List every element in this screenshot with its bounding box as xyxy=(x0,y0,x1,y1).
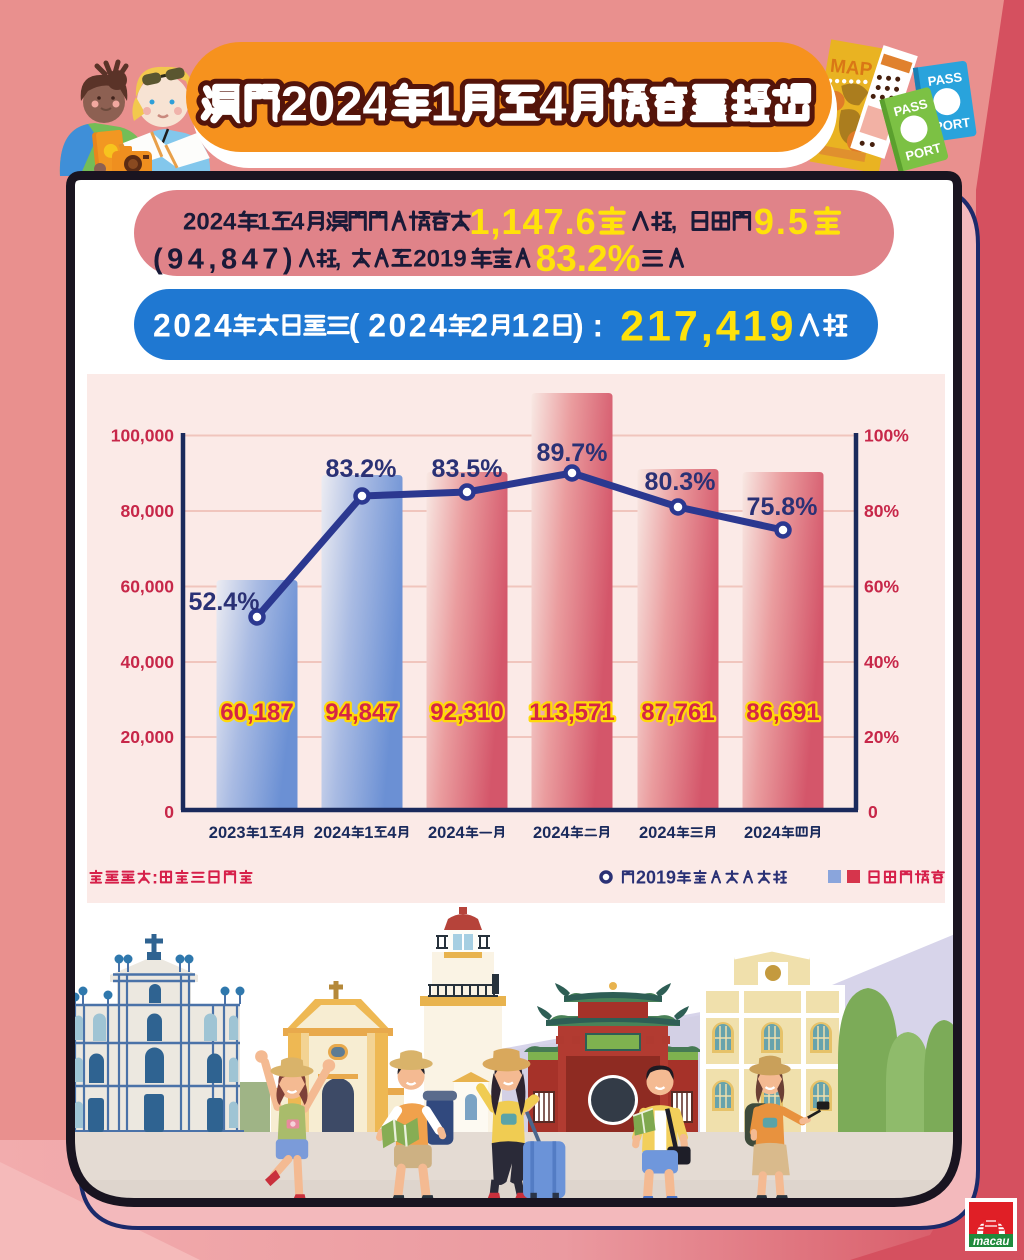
svg-text:86,691: 86,691 xyxy=(746,699,819,726)
svg-text:80.3%: 80.3% xyxy=(645,468,716,496)
svg-text:PASS: PASS xyxy=(927,69,964,89)
svg-text:113,571: 113,571 xyxy=(529,699,614,726)
svg-text:,: , xyxy=(335,246,342,273)
svg-text:1: 1 xyxy=(259,824,268,842)
svg-text:1,147.6: 1,147.6 xyxy=(470,201,597,242)
svg-text:4: 4 xyxy=(291,209,305,236)
svg-text:60%: 60% xyxy=(864,577,899,597)
svg-text:1: 1 xyxy=(364,824,373,842)
svg-text:80%: 80% xyxy=(864,501,899,521)
svg-text:MAP: MAP xyxy=(829,56,874,81)
svg-text:12: 12 xyxy=(512,308,553,344)
svg-text:75.8%: 75.8% xyxy=(747,493,818,521)
svg-text:PORT: PORT xyxy=(933,115,971,135)
svg-text:100,000: 100,000 xyxy=(111,426,175,446)
svg-text::: : xyxy=(152,867,158,887)
svg-text:,: , xyxy=(671,209,678,236)
svg-text:4: 4 xyxy=(282,824,292,842)
svg-text:1: 1 xyxy=(431,78,458,132)
svg-text:2024: 2024 xyxy=(153,308,234,344)
svg-text:83.2%: 83.2% xyxy=(326,455,397,483)
svg-text:2024: 2024 xyxy=(639,824,677,842)
svg-text:2023: 2023 xyxy=(209,824,246,842)
svg-text:87,761: 87,761 xyxy=(641,699,714,726)
svg-text:2019: 2019 xyxy=(636,867,676,887)
svg-text:83.5%: 83.5% xyxy=(432,455,503,483)
svg-text:94,847: 94,847 xyxy=(325,699,398,726)
svg-text:9.5: 9.5 xyxy=(754,201,810,242)
svg-text:2024: 2024 xyxy=(428,824,466,842)
svg-text:52.4%: 52.4% xyxy=(189,588,260,616)
svg-text:2024: 2024 xyxy=(314,824,352,842)
svg-text:(: ( xyxy=(349,308,360,344)
svg-text:40%: 40% xyxy=(864,652,899,672)
svg-text:2024: 2024 xyxy=(533,824,571,842)
svg-text:2024: 2024 xyxy=(744,824,782,842)
svg-text:2: 2 xyxy=(470,308,488,344)
svg-text:80,000: 80,000 xyxy=(120,501,174,521)
svg-text:0: 0 xyxy=(868,802,878,822)
svg-text:40,000: 40,000 xyxy=(120,652,174,672)
svg-text:macau: macau xyxy=(973,1236,1009,1248)
svg-text:(94,847): (94,847) xyxy=(153,243,297,275)
svg-text:2024: 2024 xyxy=(183,209,237,236)
svg-text:89.7%: 89.7% xyxy=(537,439,608,467)
svg-text:4: 4 xyxy=(387,824,397,842)
svg-text:20,000: 20,000 xyxy=(120,727,174,747)
svg-text:0: 0 xyxy=(164,802,174,822)
svg-text:20%: 20% xyxy=(864,727,899,747)
svg-text:100%: 100% xyxy=(864,426,909,446)
svg-text:217,419: 217,419 xyxy=(620,302,796,350)
svg-text:2019: 2019 xyxy=(413,246,466,273)
svg-text:2024: 2024 xyxy=(368,308,449,344)
svg-text:60,187: 60,187 xyxy=(220,699,293,726)
svg-text:60,000: 60,000 xyxy=(120,577,174,597)
svg-text:) :: ) : xyxy=(573,308,603,344)
svg-text:4: 4 xyxy=(539,78,566,132)
svg-text:92,310: 92,310 xyxy=(430,699,503,726)
svg-text:2024: 2024 xyxy=(281,78,390,132)
svg-text:1: 1 xyxy=(257,209,270,236)
svg-text:83.2%: 83.2% xyxy=(536,238,641,279)
